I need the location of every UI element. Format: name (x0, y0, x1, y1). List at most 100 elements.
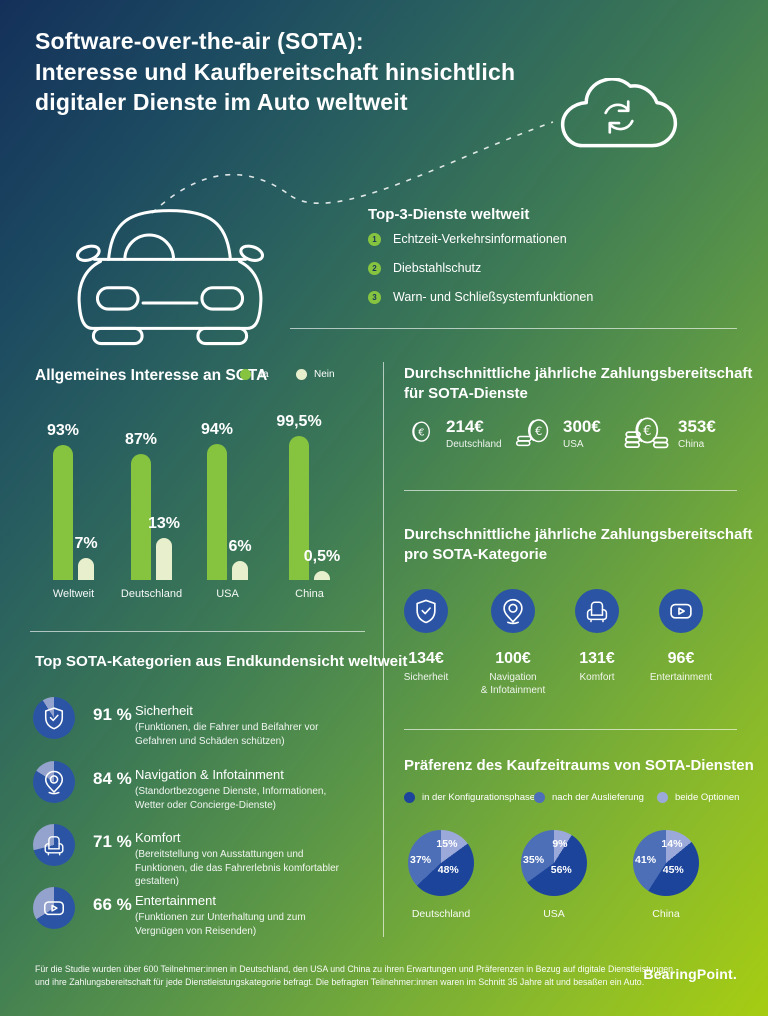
euro-coins-icon: € (514, 414, 554, 452)
category-payment-value: 131€ (579, 650, 615, 667)
pin-icon (40, 768, 68, 796)
category-percent: 84 % (93, 769, 132, 788)
page-title-line3: digitaler Dienste im Auto weltweit (35, 89, 408, 115)
play-icon (40, 894, 68, 922)
legend-dot-ja (240, 369, 251, 380)
top-category-shield: 91 % Sicherheit (Funktionen, die Fahrer un… (33, 697, 365, 755)
pie-country-label: China (652, 908, 680, 920)
category-name: Entertainment (135, 893, 216, 908)
timing-legend-item: beide Optionen (657, 792, 739, 803)
bar-value-nein: 0,5% (303, 548, 341, 565)
category-payment-label: Navigation & Infotainment (468, 671, 558, 697)
payment-country: USA (563, 438, 584, 450)
bar-nein: 6% (228, 538, 252, 580)
category-payment-armchair: 131€ Komfort (552, 589, 642, 684)
cloud-sync-icon (560, 78, 678, 148)
timing-legend-label: nach der Auslieferung (552, 792, 644, 803)
category-circle (404, 589, 448, 633)
service-label: Echtzeit-Verkehrsinformationen (393, 232, 567, 246)
category-payment-label: Sicherheit (403, 672, 449, 683)
category-description: (Bereitstellung von Ausstattungen und Fu… (135, 849, 339, 887)
category-payment-shield: 134€ Sicherheit (381, 589, 471, 684)
page-title: Software-over-the-air (SOTA): Interesse … (35, 26, 515, 118)
category-info: Entertainment (Funktionen zur Unterhaltun… (135, 893, 347, 938)
category-payment-value: 96€ (667, 650, 695, 667)
bar-value-nein: 13% (147, 515, 181, 532)
service-label: Diebstahlschutz (393, 261, 482, 275)
category-share-circle (33, 824, 75, 866)
category-share-circle (33, 697, 75, 739)
category-percent: 66 % (93, 895, 132, 914)
bar-group-china: 99,5% 0,5% China (276, 413, 340, 600)
pin-icon (498, 596, 528, 626)
wc-title-line2: pro SOTA-Kategorie (404, 546, 548, 563)
category-description: (Standortbezogene Dienste, Informationen… (135, 786, 327, 811)
divider-left (30, 631, 365, 632)
category-description: (Funktionen, die Fahrer und Beifahrer vo… (135, 722, 319, 747)
top-services-list: 1 Echtzeit-Verkehrsinformationen 2 Diebstah… (368, 232, 593, 319)
top-category-pin: 84 % Navigation & Infotainment (Standortbe… (33, 761, 365, 819)
payment-value: 300€ (563, 416, 601, 436)
top-services-title: Top-3-Dienste weltweit (368, 206, 530, 223)
bar-group-deutschland: 87% 13% Deutschland (121, 431, 182, 600)
payment-item-deutschland: €214€ Deutschland (402, 414, 502, 452)
bar-value-ja: 87% (124, 431, 158, 448)
bar-ja: 94% (201, 421, 233, 580)
footnote-line1: Für die Studie wurden über 600 Teilnehme… (35, 964, 674, 974)
service-item: 2 Diebstahlschutz (368, 261, 593, 275)
rank-badge: 3 (368, 290, 381, 304)
pie-slice-label: 15% (436, 837, 458, 850)
timing-legend-label: in der Konfigurationsphase (422, 792, 536, 803)
bar-nein: 0,5% (304, 548, 340, 580)
wc-title-line1: Durchschnittliche jährliche Zahlungsbere… (404, 526, 753, 543)
payment-country: China (678, 438, 705, 450)
divider-right-1 (404, 490, 737, 491)
bar-group-weltweit: 93% 7% Weltweit (47, 422, 98, 600)
top-category-play: 66 % Entertainment (Funktionen zur Unterha… (33, 887, 365, 945)
top-category-armchair: 71 % Komfort (Bereitstellung von Ausstattu… (33, 824, 365, 887)
category-share-circle (33, 887, 75, 929)
payment-text: 353€ China (678, 417, 716, 450)
footnote-line2: und ihre Zahlungsbereitschaft für jede D… (35, 977, 645, 987)
category-info: Komfort (Bereitstellung von Ausstattungen… (135, 830, 347, 889)
service-item: 1 Echtzeit-Verkehrsinformationen (368, 232, 593, 246)
euro-coins-icon: € (624, 414, 669, 452)
bar-nein: 7% (74, 535, 98, 580)
category-description: (Funktionen zur Unterhaltung und zum Ver… (135, 912, 306, 937)
timing-legend-dot (404, 792, 415, 803)
category-payment-pin: 100€ Navigation & Infotainment (468, 589, 558, 697)
legend-nein: Nein (296, 369, 335, 380)
category-percent: 91 % (93, 705, 132, 724)
legend-label-ja: Ja (258, 369, 269, 380)
bar-ja: 99,5% (276, 413, 322, 580)
payment-item-usa: €300€ USA (514, 414, 601, 452)
bar-value-ja: 94% (200, 421, 234, 438)
shield-icon (40, 704, 68, 732)
payment-country: Deutschland (446, 438, 502, 450)
timing-legend-dot (657, 792, 668, 803)
category-payment-label: Entertainment (649, 672, 713, 683)
category-share-circle (33, 761, 75, 803)
legend-ja: Ja (240, 369, 269, 380)
service-label: Warn- und Schließsystemfunktionen (393, 290, 594, 304)
bar-category-label: USA (216, 588, 239, 600)
payment-item-china: €353€ China (624, 414, 716, 452)
bar-ja: 93% (47, 422, 79, 580)
bar-group-usa: 94% 6% USA (201, 421, 252, 600)
category-name: Komfort (135, 830, 181, 845)
pie-slice-label: 9% (552, 837, 568, 850)
bearingpoint-logo: BearingPoint. (643, 966, 737, 982)
bar-value-ja: 99,5% (276, 413, 322, 430)
bar-ja: 87% (125, 431, 157, 580)
category-circle (575, 589, 619, 633)
top-categories-title: Top SOTA-Kategorien aus Endkundensicht w… (35, 653, 408, 670)
rank-badge: 1 (368, 232, 381, 246)
payment-text: 214€ Deutschland (446, 417, 502, 450)
armchair-icon (40, 831, 68, 859)
timing-legend-label: beide Optionen (675, 792, 740, 803)
bar-category-label: Weltweit (52, 588, 95, 600)
pie-chart-china: 14% 45% 41% China (633, 830, 699, 920)
service-item: 3 Warn- und Schließsystemfunktionen (368, 290, 593, 304)
payment-value: 353€ (678, 416, 716, 436)
pie-country-label: USA (543, 908, 565, 920)
